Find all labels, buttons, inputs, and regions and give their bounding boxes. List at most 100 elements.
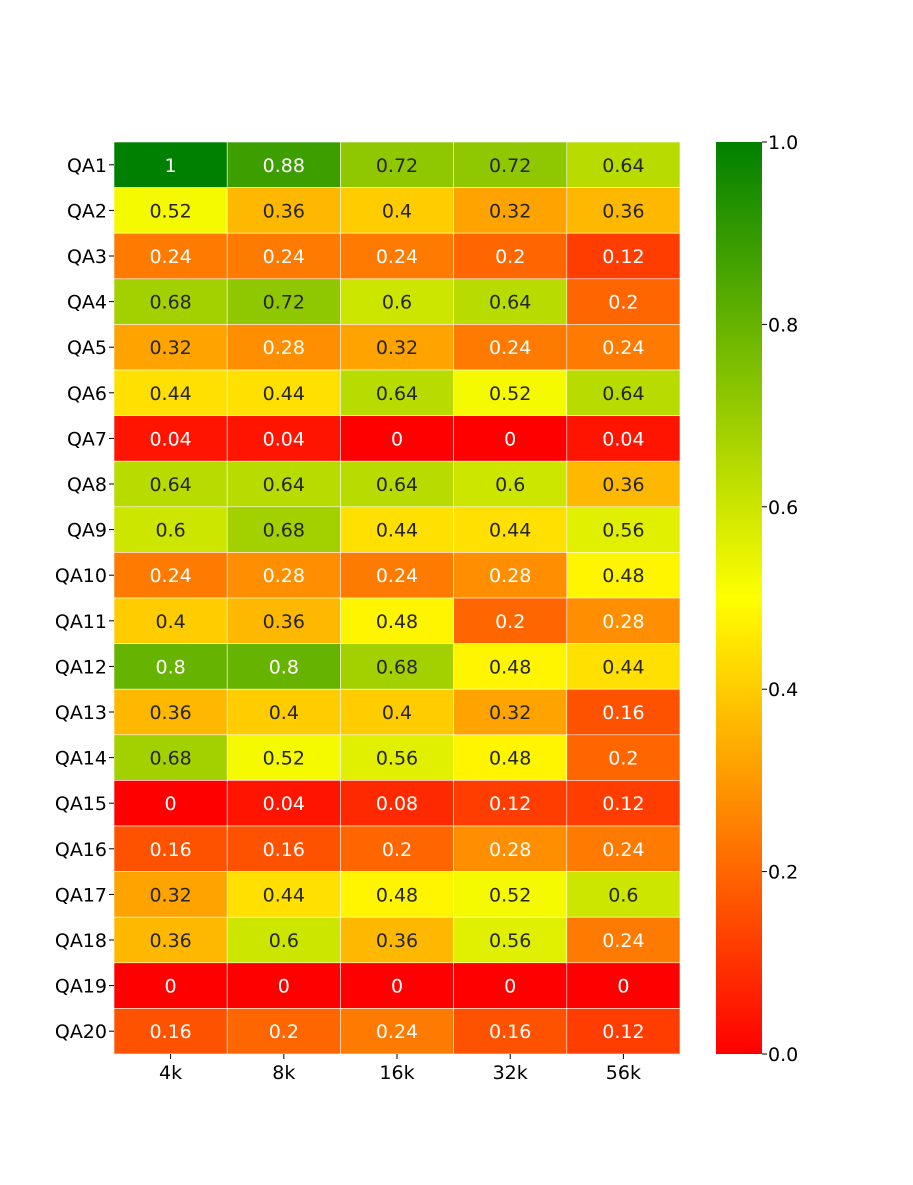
- heatmap-cell: [453, 460, 568, 508]
- heatmap-cell: [226, 552, 341, 599]
- y-tick-label: QA16: [55, 839, 107, 861]
- colorbar-tick-label: 0.4: [768, 679, 798, 701]
- y-tick-label: QA2: [67, 200, 107, 222]
- heatmap-cell: [226, 1008, 341, 1055]
- y-tick-label: QA12: [55, 656, 107, 678]
- cell-value-label: 0.44: [263, 383, 305, 405]
- cell-value-label: 0.24: [489, 337, 531, 359]
- heatmap-cell: [113, 734, 228, 781]
- heatmap-cell: [566, 552, 681, 599]
- heatmap-cell: [566, 232, 681, 280]
- cell-value-label: 0.68: [149, 748, 191, 770]
- heatmap-cell: [226, 734, 341, 781]
- cell-value-label: 0.2: [495, 611, 525, 633]
- heatmap-cell: [226, 825, 341, 872]
- cell-value-label: 0.2: [608, 748, 638, 770]
- cell-value-label: 0.16: [489, 1021, 531, 1043]
- cell-value-label: 0.6: [269, 930, 299, 952]
- cell-value-label: 0.36: [263, 200, 305, 222]
- heatmap-cell: [566, 1008, 681, 1055]
- cell-value-label: 0.32: [489, 702, 531, 724]
- heatmap-cell: [226, 278, 341, 325]
- y-tick-label: QA10: [55, 565, 107, 587]
- heatmap-cell: [340, 141, 454, 188]
- cell-value-label: 0: [617, 976, 629, 998]
- y-tick-label: QA15: [55, 793, 107, 815]
- cell-value-label: 0.4: [269, 702, 299, 724]
- cell-value-label: 0.64: [602, 383, 644, 405]
- heatmap-cell: [340, 597, 454, 644]
- heatmap-cell: [113, 460, 228, 508]
- y-tick-label: QA1: [67, 155, 107, 177]
- cell-value-label: 0.28: [489, 565, 531, 587]
- cell-value-label: 0.48: [489, 748, 531, 770]
- cell-value-label: 0.2: [495, 246, 525, 268]
- cell-value-label: 0: [504, 428, 516, 450]
- heatmap-cell: [453, 871, 568, 918]
- cell-value-label: 0.24: [149, 246, 191, 268]
- cell-value-label: 0.44: [149, 383, 191, 405]
- cell-value-label: 0.8: [155, 656, 185, 678]
- heatmap-cell: [453, 780, 568, 827]
- cell-value-label: 0.68: [149, 292, 191, 314]
- heatmap-cell: [113, 688, 228, 736]
- heatmap-cell: [453, 278, 568, 325]
- cell-value-label: 0.52: [263, 748, 305, 770]
- heatmap-cell: [113, 871, 228, 918]
- cell-value-label: 0.32: [489, 200, 531, 222]
- heatmap-cell: [340, 460, 454, 508]
- colorbar-gradient: [716, 142, 762, 1054]
- cell-value-label: 0.72: [376, 155, 418, 177]
- heatmap-cell: [113, 141, 228, 188]
- heatmap-cell: [453, 962, 568, 1009]
- heatmap-cell: [113, 916, 228, 964]
- heatmap-cell: [340, 825, 454, 872]
- heatmap-cell: [566, 825, 681, 872]
- cell-value-label: 0.12: [602, 1021, 644, 1043]
- heatmap-cell: [113, 643, 228, 690]
- heatmap-cell: [340, 916, 454, 964]
- cell-value-label: 0.6: [495, 474, 525, 496]
- heatmap-cell: [113, 597, 228, 644]
- heatmap-cell: [566, 506, 681, 553]
- heatmap-cell: [226, 962, 341, 1009]
- y-axis-tick-labels: QA1 QA2 QA3 QA4 QA5 QA6 QA7 QA8 QA9 QA10 QA11 QA12 Q…: [55, 155, 114, 1043]
- x-axis-tick-labels: 4k 8k 16k 32k 56k: [159, 1054, 641, 1084]
- heatmap-cell: [226, 780, 341, 827]
- cell-value-label: 0: [391, 428, 403, 450]
- heatmap-cell: [566, 415, 681, 462]
- heatmap-cell: [340, 871, 454, 918]
- cell-value-label: 0.32: [149, 337, 191, 359]
- cell-value-label: 0.44: [489, 520, 531, 542]
- heatmap-cell: [453, 1008, 568, 1055]
- cell-value-label: 0.2: [608, 292, 638, 314]
- cell-value-label: 0.28: [489, 839, 531, 861]
- heatmap-cell: [226, 916, 341, 964]
- cell-value-label: 0.08: [376, 793, 418, 815]
- cell-value-label: 0.36: [149, 702, 191, 724]
- cell-value-label: 0.8: [269, 656, 299, 678]
- y-tick-label: QA6: [67, 383, 107, 405]
- heatmap-cell: [340, 552, 454, 599]
- cell-value-label: 0.56: [376, 748, 418, 770]
- heatmap-cell: [226, 506, 341, 553]
- cell-value-label: 0.4: [382, 200, 412, 222]
- cell-value-label: 0: [165, 976, 177, 998]
- cell-value-label: 0.44: [263, 884, 305, 906]
- cell-value-label: 0.36: [263, 611, 305, 633]
- heatmap-cell: [566, 187, 681, 234]
- x-tick-label: 16k: [379, 1062, 414, 1084]
- heatmap-cell: [113, 825, 228, 872]
- heatmap-cell: [566, 871, 681, 918]
- y-tick-label: QA13: [55, 702, 107, 724]
- heatmap-cell: [340, 324, 454, 371]
- y-tick-label: QA5: [67, 337, 107, 359]
- cell-value-label: 1: [165, 155, 177, 177]
- heatmap-cell: [566, 916, 681, 964]
- cell-value-label: 0.56: [489, 930, 531, 952]
- y-tick-label: QA18: [55, 930, 107, 952]
- heatmap-cell: [453, 643, 568, 690]
- heatmap-cell: [566, 460, 681, 508]
- cell-value-label: 0.04: [149, 428, 191, 450]
- cell-value-label: 0.48: [602, 565, 644, 587]
